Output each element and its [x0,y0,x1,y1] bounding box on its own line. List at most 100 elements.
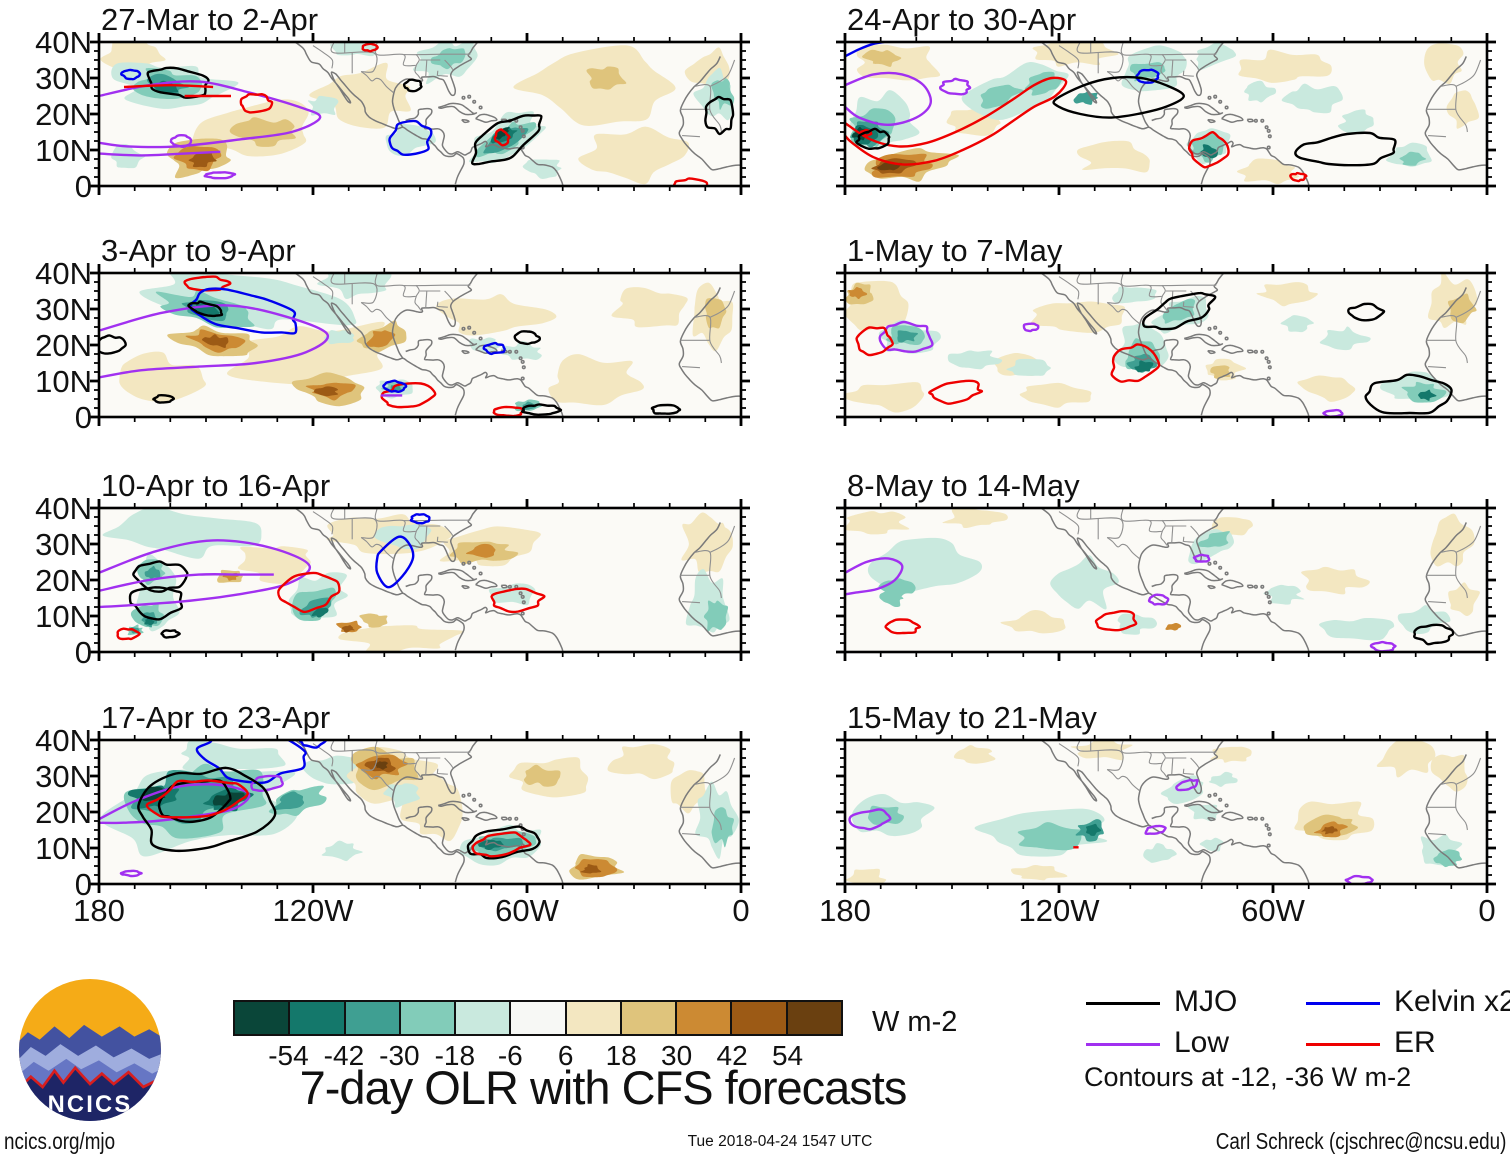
x-axis-tick-label: 0 [732,893,750,928]
legend-line-low [1086,1043,1160,1046]
colorbar-cell [509,1002,565,1034]
coastlines [294,740,740,884]
colorbar-cell [730,1002,786,1034]
colorbar-cell [564,1002,620,1034]
map-frame [836,731,1496,893]
map-frame [836,33,1496,195]
colorbar-cell [288,1002,344,1034]
colorbar-tick-label: -42 [323,1040,365,1071]
colorbar-tick-label: 42 [716,1040,748,1071]
ncics-logo-text: NCICS [48,1092,133,1118]
state-country-borders [312,42,736,138]
x-axis-tick-label: 180 [73,893,125,928]
y-axis-tick-label: 40N [35,256,92,291]
y-axis-tick-label: 20N [35,328,92,363]
y-axis-tick-label: 0 [74,169,92,204]
y-axis-tick-label: 10N [35,133,92,168]
y-axis-tick-label: 20N [35,795,92,830]
panel-title: 17-Apr to 23-Apr [101,700,331,735]
colorbar-tick-label: -54 [268,1040,309,1071]
map-panel-svg [836,499,1496,661]
map-frame [90,33,750,195]
coastlines [294,273,740,417]
x-axis-tick-label: 120W [1018,893,1100,928]
map-frame [90,499,750,661]
map-panel-svg [836,731,1496,893]
y-axis-tick-label: 10N [35,599,92,634]
legend-label-low: Low [1174,1026,1230,1059]
map-frame [90,731,750,893]
legend-line-mjo [1086,1002,1160,1005]
coastlines [1040,740,1486,884]
coastlines [1040,273,1486,417]
x-axis-tick-label: 120W [272,893,354,928]
footer-timestamp: Tue 2018-04-24 1547 UTC [687,1133,873,1150]
colorbar-cell [454,1002,510,1034]
colorbar-cell [675,1002,731,1034]
colorbar-tick-label: -6 [497,1040,523,1071]
panel-title: 27-Mar to 2-Apr [101,2,319,37]
y-axis-tick-label: 0 [74,635,92,670]
y-axis-tick-label: 10N [35,364,92,399]
y-axis-tick-label: 10N [35,831,92,866]
y-axis-tick-label: 0 [74,867,92,902]
anomaly-fills [845,273,1478,413]
legend-label-er: ER [1394,1026,1436,1059]
map-panel-svg [90,33,750,195]
wave-contours [855,291,1453,417]
colorbar [233,1000,843,1036]
coastlines [1040,42,1486,186]
colorbar-cell [619,1002,676,1034]
colorbar-tick-label: 54 [771,1040,804,1071]
legend-label-mjo: MJO [1174,985,1238,1018]
colorbar-cell [235,1002,289,1034]
y-axis-tick-label: 20N [35,563,92,598]
state-country-borders [312,508,736,604]
legend-line-er [1306,1043,1380,1046]
wave-contours [99,42,735,186]
colorbar-units-label: W m-2 [872,1006,958,1038]
state-country-borders [1058,273,1482,369]
footer-website-link[interactable]: ncics.org/mjo [4,1128,116,1154]
y-axis-tick-label: 30N [35,759,92,794]
state-country-borders [1058,740,1482,836]
y-axis-tick-label: 40N [35,491,92,526]
x-axis-tick-label: 60W [1241,893,1305,928]
y-axis-tick-label: 30N [35,61,92,96]
map-panel-svg [90,731,750,893]
map-panel-svg [90,264,750,426]
colorbar-tick-label: -18 [434,1040,476,1071]
y-axis-tick-label: 20N [35,97,92,132]
y-axis-tick-label: 30N [35,292,92,327]
panel-title: 15-May to 21-May [847,700,1097,735]
colorbar-tick-label: 6 [557,1040,574,1071]
wave-contours [845,42,1397,183]
map-panel-svg [90,499,750,661]
panel-title: 24-Apr to 30-Apr [847,2,1077,37]
map-frame [836,264,1496,426]
y-axis-tick-label: 30N [35,527,92,562]
y-axis-tick-label: 0 [74,400,92,435]
colorbar-cell [785,1002,841,1034]
map-panel-svg [836,33,1496,195]
x-axis-tick-label: 180 [819,893,871,928]
wave-contours [99,275,682,417]
colorbar-tick-label: 18 [605,1040,637,1071]
x-axis-tick-label: 60W [495,893,559,928]
legend-label-kelvin: Kelvin x2 [1394,985,1510,1018]
y-axis-tick-label: 40N [35,723,92,758]
panel-title: 8-May to 14-May [847,468,1080,503]
x-axis-tick-label: 0 [1478,893,1496,928]
panel-title: 3-Apr to 9-Apr [101,233,296,268]
coastlines [294,508,740,652]
map-frame [836,499,1496,661]
colorbar-cell [398,1002,455,1034]
footer-author-contact: Carl Schreck (cjschrec@ncsu.edu) [1215,1128,1506,1154]
wave-contours [99,513,546,641]
state-country-borders [1058,42,1482,138]
figure-title: 7-day OLR with CFS forecasts [299,1061,908,1114]
contour-levels-note: Contours at -12, -36 W m-2 [1084,1062,1412,1092]
y-axis-tick-label: 40N [35,25,92,60]
panel-title: 10-Apr to 16-Apr [101,468,331,503]
